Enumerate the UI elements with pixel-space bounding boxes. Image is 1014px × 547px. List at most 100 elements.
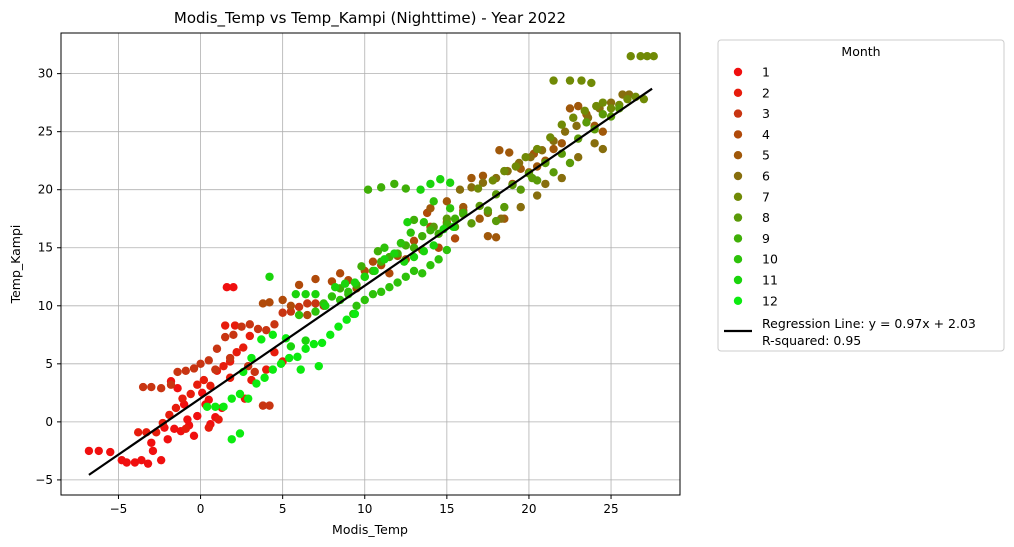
data-point-month-11 — [265, 272, 274, 281]
data-point-month-4 — [409, 236, 419, 245]
data-point-month-2 — [181, 424, 190, 434]
data-point-month-2 — [204, 423, 213, 432]
data-point-month-2 — [133, 428, 143, 437]
data-point-month-11 — [350, 278, 360, 287]
data-point-month-3 — [211, 365, 220, 374]
data-point-month-10 — [393, 278, 402, 287]
data-point-month-4 — [450, 234, 460, 243]
data-point-month-12 — [202, 402, 212, 411]
data-point-month-3 — [173, 367, 182, 377]
x-tick-label: 10 — [357, 502, 372, 516]
data-point-month-6 — [574, 153, 583, 162]
data-point-month-5 — [574, 101, 583, 111]
data-point-month-1 — [163, 435, 172, 444]
legend-label-month-6: 6 — [762, 169, 770, 184]
data-point-month-12 — [326, 330, 335, 340]
data-point-month-12 — [342, 315, 351, 324]
data-point-month-1 — [137, 455, 146, 465]
data-point-month-6 — [557, 173, 566, 183]
data-point-month-12 — [314, 361, 323, 371]
legend-marker-month-7 — [733, 192, 743, 201]
data-point-month-12 — [317, 338, 327, 348]
data-point-month-5 — [495, 146, 504, 155]
x-tick-label: −5 — [110, 502, 128, 516]
data-point-month-10 — [419, 218, 429, 227]
data-point-month-7 — [639, 94, 649, 104]
data-point-month-3 — [166, 380, 176, 389]
data-point-month-6 — [598, 144, 608, 154]
data-point-month-3 — [253, 324, 263, 334]
data-point-month-4 — [265, 298, 274, 307]
data-point-month-7 — [577, 76, 586, 85]
data-point-month-12 — [268, 330, 278, 340]
data-point-month-4 — [335, 269, 345, 278]
data-point-month-10 — [445, 204, 455, 213]
data-point-month-10 — [311, 307, 320, 316]
data-point-month-5 — [565, 104, 575, 113]
data-point-month-3 — [196, 359, 205, 369]
data-point-month-11 — [301, 336, 310, 345]
data-point-month-11 — [445, 178, 455, 187]
data-point-month-6 — [455, 185, 465, 194]
data-point-month-3 — [189, 364, 199, 373]
data-point-month-10 — [442, 245, 452, 255]
data-point-month-6 — [606, 98, 616, 107]
data-point-month-2 — [220, 321, 230, 330]
data-point-month-4 — [278, 295, 287, 305]
legend-marker-month-3 — [733, 109, 743, 118]
data-point-month-7 — [580, 106, 589, 115]
data-point-month-1 — [143, 459, 153, 468]
data-point-month-12 — [350, 309, 360, 319]
x-axis-ticks: −5 0 5 10 15 20 25 — [110, 495, 619, 516]
data-point-month-7 — [488, 176, 498, 185]
data-point-month-12 — [252, 379, 261, 388]
data-point-month-1 — [130, 458, 140, 467]
data-point-month-8 — [582, 118, 591, 127]
data-point-month-5 — [426, 204, 435, 213]
data-point-month-11 — [301, 289, 310, 299]
data-point-month-10 — [352, 301, 361, 310]
data-point-month-6 — [478, 178, 488, 187]
data-point-month-11 — [370, 266, 379, 276]
legend-label-month-8: 8 — [762, 210, 770, 225]
data-point-month-7 — [521, 153, 530, 162]
data-point-month-1 — [84, 446, 94, 456]
data-point-month-4 — [368, 257, 378, 266]
data-point-month-5 — [467, 173, 476, 183]
data-point-month-3 — [229, 330, 238, 340]
data-point-month-8 — [442, 214, 452, 223]
data-point-month-3 — [181, 366, 190, 375]
data-point-month-6 — [572, 121, 581, 131]
data-point-month-9 — [450, 214, 460, 223]
data-point-month-5 — [598, 127, 608, 136]
legend-marker-month-6 — [733, 171, 743, 181]
data-point-month-3 — [286, 307, 296, 316]
data-point-month-1 — [222, 283, 232, 292]
data-point-month-3 — [204, 356, 213, 365]
legend-label-month-10: 10 — [762, 252, 778, 267]
data-point-month-3 — [225, 353, 235, 363]
data-point-month-4 — [311, 274, 320, 284]
data-point-month-12 — [268, 365, 278, 374]
data-point-month-10 — [344, 287, 353, 297]
data-point-month-9 — [401, 184, 411, 193]
data-point-month-3 — [220, 332, 230, 342]
data-point-month-3 — [294, 302, 304, 312]
y-axis-label: Temp_Kampi — [8, 225, 23, 305]
data-point-month-2 — [178, 394, 187, 403]
data-point-month-3 — [250, 367, 259, 377]
data-point-month-12 — [301, 344, 310, 353]
regression-line-layer — [88, 87, 653, 476]
data-point-month-8 — [483, 206, 493, 215]
legend-label-month-5: 5 — [762, 148, 770, 163]
legend-marker-month-5 — [733, 151, 743, 160]
data-point-month-12 — [334, 322, 343, 331]
data-point-month-10 — [434, 255, 443, 264]
data-point-month-10 — [368, 289, 378, 299]
data-point-month-6 — [541, 179, 550, 189]
data-point-month-8 — [491, 216, 501, 226]
y-tick-label: 0 — [45, 415, 53, 429]
y-tick-label: −5 — [35, 473, 53, 487]
data-point-month-11 — [286, 342, 296, 351]
data-point-month-8 — [598, 110, 608, 119]
